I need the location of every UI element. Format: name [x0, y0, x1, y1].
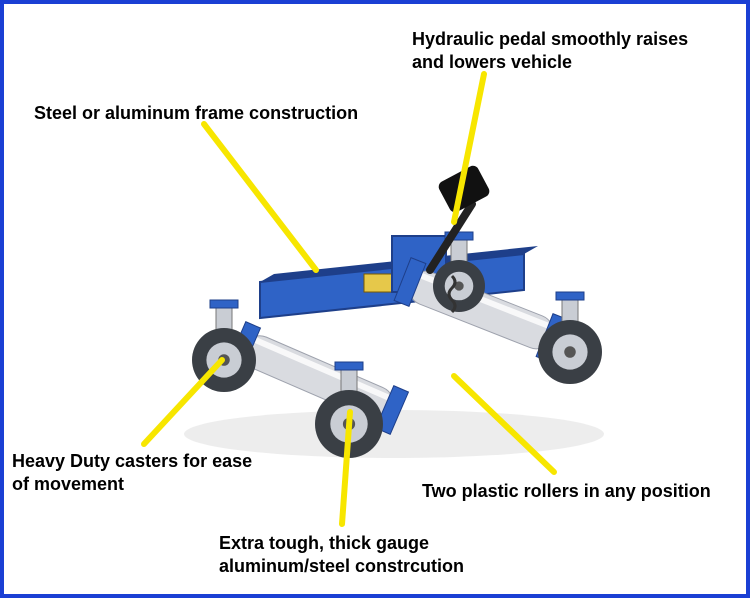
leader-lines [4, 4, 746, 594]
callout-frame: Steel or aluminum frame construction [34, 102, 358, 125]
callout-gauge: Extra tough, thick gauge aluminum/steel … [219, 532, 464, 577]
callout-pedal: Hydraulic pedal smoothly raises and lowe… [412, 28, 688, 73]
callout-rollers: Two plastic rollers in any position [422, 480, 711, 503]
product-illustration [4, 4, 746, 594]
diagram-frame: { "type": "infographic", "background_col… [0, 0, 750, 598]
callout-casters: Heavy Duty casters for ease of movement [12, 450, 252, 495]
